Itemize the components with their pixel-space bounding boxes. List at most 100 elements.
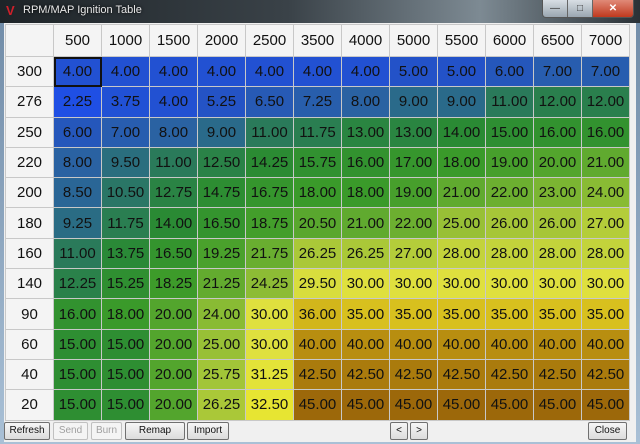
table-cell[interactable]: 14.00 xyxy=(149,207,198,239)
table-cell[interactable]: 4.00 xyxy=(149,86,198,118)
table-cell[interactable]: 14.25 xyxy=(245,146,294,179)
table-cell[interactable]: 7.00 xyxy=(533,55,582,88)
table-cell[interactable]: 40.00 xyxy=(341,328,390,360)
table-cell[interactable]: 11.00 xyxy=(485,86,534,118)
table-cell[interactable]: 26.00 xyxy=(485,207,534,239)
table-cell[interactable]: 4.00 xyxy=(293,55,342,88)
table-cell[interactable]: 15.00 xyxy=(101,389,150,421)
table-cell[interactable]: 30.00 xyxy=(533,268,582,300)
table-cell[interactable]: 14.00 xyxy=(437,116,486,148)
table-cell[interactable]: 2.25 xyxy=(53,86,102,118)
close-button[interactable]: Close xyxy=(588,422,627,440)
table-cell[interactable]: 35.00 xyxy=(341,298,390,330)
table-cell[interactable]: 18.75 xyxy=(245,207,294,239)
table-cell[interactable]: 20.50 xyxy=(293,207,342,239)
table-cell[interactable]: 15.75 xyxy=(293,146,342,179)
table-cell[interactable]: 42.50 xyxy=(437,358,486,391)
table-cell[interactable]: 26.00 xyxy=(533,207,582,239)
table-cell[interactable]: 7.00 xyxy=(101,116,150,148)
table-cell[interactable]: 11.75 xyxy=(101,207,150,239)
table-cell[interactable]: 31.25 xyxy=(245,358,294,391)
table-cell[interactable]: 5.00 xyxy=(437,55,486,88)
table-cell[interactable]: 40.00 xyxy=(389,328,438,360)
table-cell[interactable]: 16.50 xyxy=(197,207,246,239)
table-cell[interactable]: 45.00 xyxy=(533,389,582,421)
table-cell[interactable]: 45.00 xyxy=(485,389,534,421)
table-cell[interactable]: 17.00 xyxy=(389,146,438,179)
table-cell[interactable]: 35.00 xyxy=(437,298,486,330)
remap-button[interactable]: Remap xyxy=(125,422,185,440)
table-cell[interactable]: 21.75 xyxy=(245,237,294,270)
table-cell[interactable]: 42.50 xyxy=(533,358,582,391)
table-cell[interactable]: 8.50 xyxy=(53,177,102,209)
table-cell[interactable]: 18.00 xyxy=(437,146,486,179)
table-cell[interactable]: 18.00 xyxy=(101,298,150,330)
table-cell[interactable]: 36.00 xyxy=(293,298,342,330)
table-cell[interactable]: 40.00 xyxy=(293,328,342,360)
table-cell[interactable]: 19.00 xyxy=(389,177,438,209)
table-cell[interactable]: 8.00 xyxy=(341,86,390,118)
table-cell[interactable]: 4.00 xyxy=(53,55,102,88)
table-cell[interactable]: 20.00 xyxy=(533,146,582,179)
table-cell[interactable]: 45.00 xyxy=(389,389,438,421)
table-cell[interactable]: 21.25 xyxy=(197,268,246,300)
table-cell[interactable]: 15.00 xyxy=(485,116,534,148)
table-cell[interactable]: 11.00 xyxy=(149,146,198,179)
table-cell[interactable]: 26.25 xyxy=(197,389,246,421)
table-cell[interactable]: 26.25 xyxy=(341,237,390,270)
table-cell[interactable]: 20.00 xyxy=(149,298,198,330)
table-cell[interactable]: 9.00 xyxy=(197,116,246,148)
send-button[interactable]: Send xyxy=(53,422,88,440)
table-cell[interactable]: 11.75 xyxy=(293,116,342,148)
table-cell[interactable]: 28.00 xyxy=(533,237,582,270)
table-cell[interactable]: 30.00 xyxy=(485,268,534,300)
table-cell[interactable]: 12.50 xyxy=(197,146,246,179)
refresh-button[interactable]: Refresh xyxy=(4,422,50,440)
table-cell[interactable]: 30.00 xyxy=(245,328,294,360)
minimize-button[interactable]: — xyxy=(543,0,568,17)
table-cell[interactable]: 7.00 xyxy=(581,55,630,88)
table-cell[interactable]: 16.50 xyxy=(149,237,198,270)
table-cell[interactable]: 20.00 xyxy=(149,328,198,360)
table-cell[interactable]: 45.00 xyxy=(437,389,486,421)
table-cell[interactable]: 4.00 xyxy=(197,55,246,88)
table-cell[interactable]: 6.50 xyxy=(245,86,294,118)
window-close-button[interactable]: ✕ xyxy=(593,0,633,17)
table-cell[interactable]: 4.00 xyxy=(149,55,198,88)
table-cell[interactable]: 16.00 xyxy=(341,146,390,179)
table-cell[interactable]: 15.00 xyxy=(53,328,102,360)
table-cell[interactable]: 40.00 xyxy=(581,328,630,360)
table-cell[interactable]: 9.25 xyxy=(53,207,102,239)
table-cell[interactable]: 21.00 xyxy=(437,177,486,209)
table-cell[interactable]: 45.00 xyxy=(581,389,630,421)
table-cell[interactable]: 9.00 xyxy=(437,86,486,118)
table-cell[interactable]: 24.25 xyxy=(245,268,294,300)
table-cell[interactable]: 12.25 xyxy=(53,268,102,300)
table-cell[interactable]: 18.25 xyxy=(149,268,198,300)
table-cell[interactable]: 25.00 xyxy=(197,328,246,360)
table-cell[interactable]: 12.75 xyxy=(149,177,198,209)
table-cell[interactable]: 16.00 xyxy=(533,116,582,148)
table-cell[interactable]: 19.00 xyxy=(485,146,534,179)
table-cell[interactable]: 40.00 xyxy=(533,328,582,360)
table-cell[interactable]: 9.50 xyxy=(101,146,150,179)
table-cell[interactable]: 12.00 xyxy=(533,86,582,118)
table-cell[interactable]: 15.25 xyxy=(101,268,150,300)
table-cell[interactable]: 27.00 xyxy=(389,237,438,270)
table-cell[interactable]: 10.50 xyxy=(101,177,150,209)
table-cell[interactable]: 35.00 xyxy=(485,298,534,330)
table-cell[interactable]: 7.25 xyxy=(293,86,342,118)
table-cell[interactable]: 28.00 xyxy=(437,237,486,270)
table-cell[interactable]: 18.00 xyxy=(293,177,342,209)
table-cell[interactable]: 45.00 xyxy=(293,389,342,421)
table-cell[interactable]: 40.00 xyxy=(437,328,486,360)
import-button[interactable]: Import xyxy=(187,422,229,440)
table-cell[interactable]: 25.75 xyxy=(197,358,246,391)
table-cell[interactable]: 35.00 xyxy=(581,298,630,330)
table-cell[interactable]: 30.00 xyxy=(245,298,294,330)
table-cell[interactable]: 15.00 xyxy=(101,328,150,360)
table-cell[interactable]: 18.00 xyxy=(341,177,390,209)
table-cell[interactable]: 42.50 xyxy=(485,358,534,391)
table-cell[interactable]: 28.00 xyxy=(581,237,630,270)
table-cell[interactable]: 32.50 xyxy=(245,389,294,421)
